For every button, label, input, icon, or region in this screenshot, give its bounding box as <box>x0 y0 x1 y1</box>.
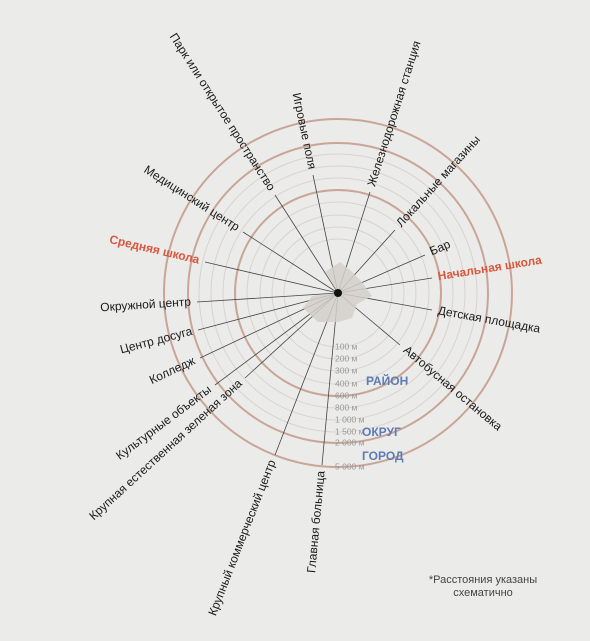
scale-label: 600 м <box>335 390 358 400</box>
distance-ring <box>283 238 393 348</box>
spoke <box>274 194 339 294</box>
distance-ring <box>271 226 405 360</box>
footnote: схематично <box>453 587 513 599</box>
zone-label: РАЙОН <box>366 373 408 388</box>
distance-ring <box>234 189 442 397</box>
scale-label: 2 000 м <box>335 437 365 447</box>
distance-ring <box>163 118 513 468</box>
distance-ring <box>246 201 430 385</box>
spoke <box>204 261 339 294</box>
scale-label: 800 м <box>335 402 358 412</box>
scale-label: 400 м <box>335 378 358 388</box>
distance-ring <box>210 165 466 421</box>
spoke-label: Окружной центр <box>100 295 192 315</box>
scale-label: 5 000 м <box>335 461 365 471</box>
scale-label: 1 000 м <box>335 414 365 424</box>
scale-label: 100 м <box>335 341 358 351</box>
zone-label: ОКРУГ <box>362 425 401 439</box>
scale-label: 1 500 м <box>335 426 365 436</box>
distance-ring <box>222 177 454 409</box>
distance-ring <box>259 214 417 372</box>
zone-label: ГОРОД <box>362 449 404 463</box>
distance-ring <box>187 142 489 444</box>
spoke <box>196 292 339 303</box>
distance-ring <box>198 153 478 433</box>
footnote: *Расстояния указаны <box>429 574 537 586</box>
scale-label: 200 м <box>335 353 358 363</box>
center-point <box>334 289 342 297</box>
scale-label: 300 м <box>335 365 358 375</box>
spoke <box>242 231 339 294</box>
